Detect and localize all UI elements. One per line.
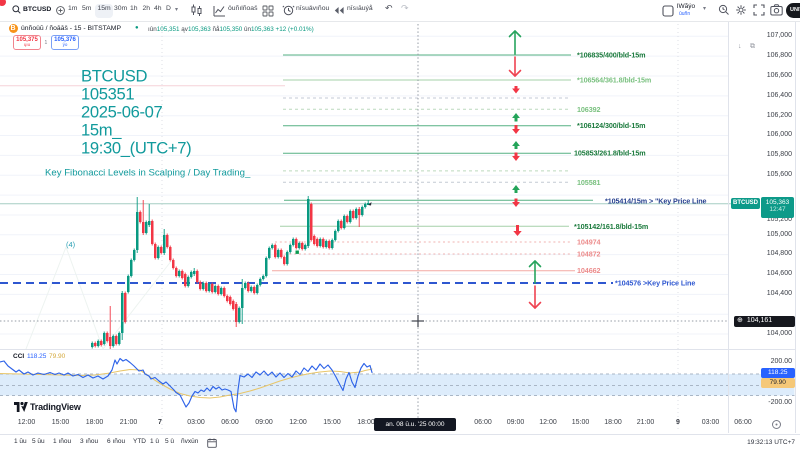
svg-text:104974: 104974: [577, 238, 600, 247]
svg-text:(4): (4): [66, 240, 76, 249]
svg-text:105853/261.8/bld-15m: 105853/261.8/bld-15m: [574, 149, 646, 158]
svg-text:*106124/300/bld-15m: *106124/300/bld-15m: [577, 121, 645, 130]
svg-text:Key Fibonacci Levels in Scalp: Key Fibonacci Levels in Scalping / Day T…: [45, 168, 251, 179]
svg-text:105351: 105351: [81, 85, 134, 104]
svg-text:15m_: 15m_: [81, 121, 122, 140]
svg-text:2025-06-07: 2025-06-07: [81, 103, 163, 122]
svg-text:106392: 106392: [577, 105, 600, 114]
svg-text:*106835/400/bld-15m: *106835/400/bld-15m: [577, 51, 645, 60]
svg-text:104662: 104662: [577, 266, 600, 275]
svg-text:*105142/161.8/bld-15m: *105142/161.8/bld-15m: [574, 222, 648, 231]
svg-text:*105414/15m > "Key Price Line: *105414/15m > "Key Price Line: [605, 196, 707, 205]
svg-text:*106564/361.8/bld-15m: *106564/361.8/bld-15m: [577, 76, 651, 85]
svg-text:*104576 >Key Price Line: *104576 >Key Price Line: [615, 279, 695, 288]
svg-text:104872: 104872: [577, 250, 600, 259]
svg-text:105581: 105581: [577, 178, 600, 187]
svg-text:BTCUSD: BTCUSD: [81, 67, 147, 86]
svg-text:19:30_(UTC+7): 19:30_(UTC+7): [81, 139, 191, 158]
